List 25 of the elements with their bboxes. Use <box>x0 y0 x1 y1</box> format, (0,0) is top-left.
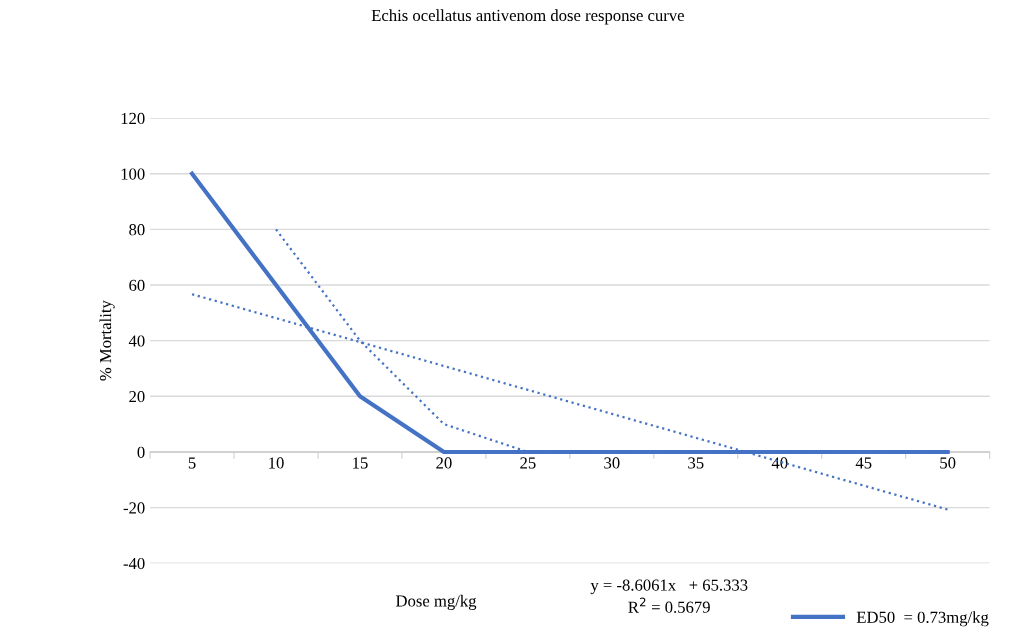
x-tick-label: 30 <box>604 457 620 469</box>
y-tick-label: -20 <box>123 502 145 514</box>
y-tick-label: -40 <box>123 557 145 570</box>
x-tick-label: 15 <box>353 457 368 469</box>
x-tick-label: 10 <box>269 457 284 469</box>
x-tick-label: 35 <box>688 457 704 469</box>
y-tick-label: 60 <box>129 279 145 291</box>
x-tick-label: 45 <box>855 457 872 469</box>
x-axis-title: Dose mg/kg <box>395 594 477 611</box>
y-tick-label: 0 <box>137 446 145 458</box>
chart-title: Echis ocellatus antivenom dose response curve <box>371 9 684 25</box>
x-tick-label: 40 <box>771 457 788 469</box>
text: y = -8.6061x + 65.333 <box>590 579 748 595</box>
y-tick-label: 100 <box>121 168 145 180</box>
x-tick-label: 25 <box>520 457 536 469</box>
y-axis-title: % Mortality <box>99 300 115 381</box>
text: R$^{2}$ = 0.5679 <box>628 597 710 613</box>
x-tick-label: 5 <box>188 457 196 469</box>
y-tick-label: 20 <box>129 391 145 403</box>
y-tick-label: 40 <box>128 335 145 347</box>
legend-label: ED50 = 0.73mg/kg <box>856 611 989 627</box>
x-tick-label: 20 <box>436 457 452 469</box>
y-tick-label: 120 <box>121 112 145 125</box>
y-tick-label: 80 <box>129 224 145 236</box>
x-tick-label: 50 <box>940 457 956 469</box>
